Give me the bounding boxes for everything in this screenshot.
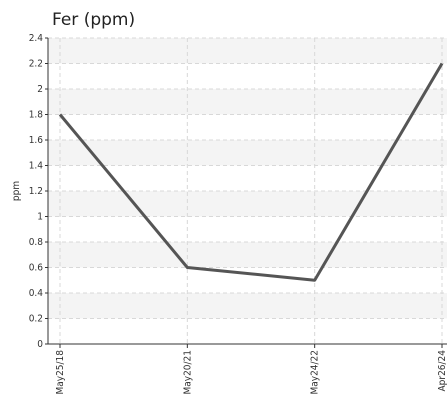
y-tick-label: 1.4 xyxy=(29,161,44,172)
y-tick-label: 2.2 xyxy=(29,59,43,70)
grid-band xyxy=(48,89,447,115)
y-axis-label: ppm xyxy=(11,181,22,201)
y-tick-label: 0.2 xyxy=(29,314,43,325)
x-tick-label: May20/21 xyxy=(182,350,193,395)
y-tick-label: 1.6 xyxy=(29,135,44,146)
grid-band xyxy=(48,191,447,217)
y-tick-label: 1.2 xyxy=(29,186,43,197)
y-tick-label: 0 xyxy=(37,339,43,350)
y-tick-label: 1 xyxy=(37,212,43,223)
y-tick-label: 2.4 xyxy=(29,33,44,44)
x-tick-label: Apr26/24 xyxy=(437,350,447,392)
grid-band xyxy=(48,293,447,319)
y-tick-label: 0.4 xyxy=(29,288,44,299)
grid-band xyxy=(48,140,447,166)
grid-band xyxy=(48,38,447,64)
x-tick-label: May25/18 xyxy=(55,350,66,395)
y-tick-label: 0.6 xyxy=(29,263,44,274)
chart-title: Fer (ppm) xyxy=(52,10,135,30)
data-line xyxy=(58,62,444,282)
y-tick-label: 2 xyxy=(37,84,43,95)
grid-band xyxy=(48,242,447,268)
y-tick-label: 1.8 xyxy=(29,110,44,121)
x-tick-label: May24/22 xyxy=(310,350,321,395)
y-tick-label: 0.8 xyxy=(29,237,44,248)
